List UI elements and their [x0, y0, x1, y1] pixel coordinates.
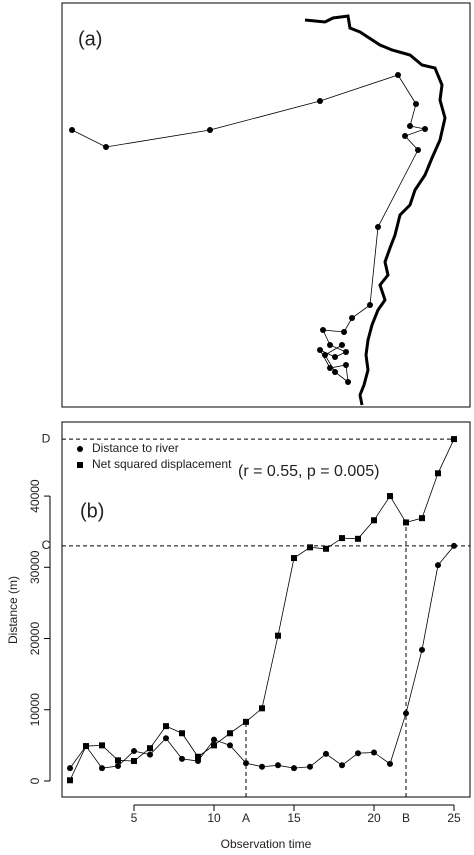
data-point [259, 763, 265, 770]
data-point [307, 544, 313, 551]
data-point [403, 710, 409, 717]
annotation: (r = 0.55, p = 0.005) [238, 463, 379, 480]
reference-label: D [42, 431, 51, 445]
data-point [387, 760, 393, 767]
y-tick-label: 40000 [28, 479, 42, 513]
data-point [227, 742, 233, 749]
legend-marker [77, 446, 83, 452]
data-point [131, 748, 137, 755]
data-point [291, 555, 297, 562]
data-point [115, 763, 121, 770]
data-point [131, 758, 137, 765]
legend-marker [77, 462, 83, 468]
data-point [179, 730, 185, 737]
trajectory-points [69, 72, 428, 385]
data-point [371, 749, 377, 756]
data-point [259, 705, 265, 712]
river [304, 14, 447, 406]
y-tick-label: 30000 [28, 550, 42, 584]
x-tick-label: 25 [447, 811, 461, 825]
panel-label: (b) [80, 500, 104, 522]
data-point [163, 735, 169, 742]
data-point [99, 765, 105, 772]
y-tick-label: 20000 [28, 622, 42, 656]
x-axis-label: Observation time [221, 837, 312, 851]
data-point [275, 632, 281, 639]
reference-label: C [42, 538, 51, 552]
y-tick-label: 10000 [28, 693, 42, 727]
map-label: (a) [78, 28, 102, 50]
x-tick-label: 5 [131, 811, 138, 825]
data-point [371, 517, 377, 524]
data-point [355, 535, 361, 542]
x-tick-label: 10 [207, 811, 221, 825]
reference-label: B [402, 811, 410, 825]
data-point [243, 718, 249, 725]
data-point [195, 753, 201, 760]
data-point [307, 763, 313, 770]
y-axis-label: Distance (m) [6, 576, 20, 644]
data-point [323, 750, 329, 757]
data-point [339, 762, 345, 769]
data-point [115, 757, 121, 764]
legend-label: Net squared displacement [92, 457, 232, 471]
data-point [227, 730, 233, 737]
data-point [67, 777, 73, 784]
data-point [83, 743, 89, 750]
series-line [69, 438, 455, 781]
legend-label: Distance to river [92, 441, 179, 455]
data-point [147, 745, 153, 752]
data-point [323, 545, 329, 552]
data-point [451, 436, 457, 443]
data-point [339, 535, 345, 542]
data-point [419, 646, 425, 653]
y-tick-label: 0 [28, 777, 42, 784]
x-tick-label: 20 [367, 811, 381, 825]
data-point [67, 765, 73, 772]
map-frame [61, 2, 471, 408]
data-point [355, 750, 361, 757]
data-point [435, 470, 441, 477]
data-point [451, 542, 457, 549]
data-point [291, 765, 297, 772]
data-point [163, 723, 169, 730]
trajectory [71, 74, 427, 383]
data-point [147, 751, 153, 758]
reference-label: A [242, 811, 250, 825]
plot-frame [61, 421, 471, 798]
data-point [211, 736, 217, 743]
data-point [99, 742, 105, 749]
data-point [435, 562, 441, 569]
data-point [387, 493, 393, 500]
data-point [211, 742, 217, 749]
data-point [275, 762, 281, 769]
data-point [403, 519, 409, 526]
data-point [243, 760, 249, 767]
data-point [419, 515, 425, 522]
data-point [179, 755, 185, 762]
x-tick-label: 15 [287, 811, 301, 825]
series-line [69, 545, 455, 769]
